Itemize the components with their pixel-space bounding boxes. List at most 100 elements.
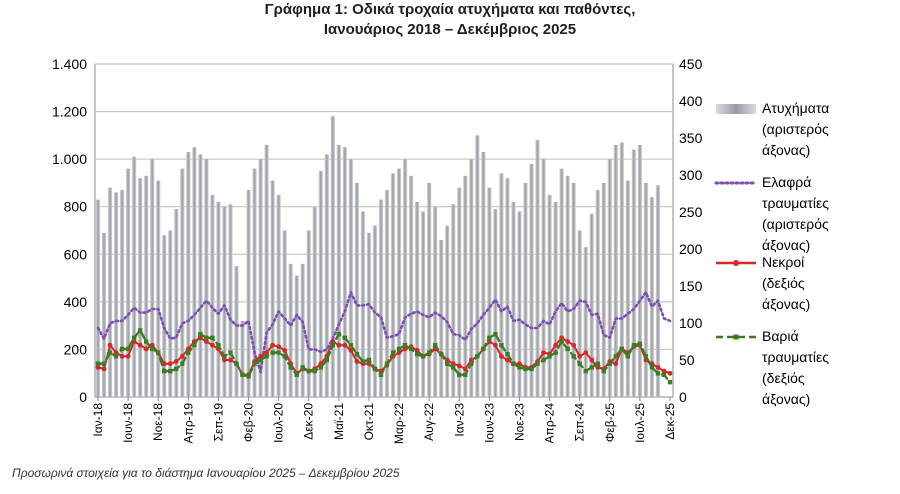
legend-label: (αριστερός: [762, 121, 829, 137]
bar-accidents: [420, 211, 426, 397]
point-serious-injuries: [541, 357, 546, 363]
x-axis-tick-label: Νοε-18: [151, 403, 165, 441]
point-deaths: [119, 353, 125, 359]
point-serious-injuries: [252, 361, 257, 366]
point-deaths: [264, 350, 269, 355]
bar-accidents: [408, 175, 414, 397]
bar-accidents: [186, 152, 191, 397]
bar-accidents: [210, 194, 215, 397]
point-serious-injuries: [306, 368, 311, 374]
bar-accidents: [300, 263, 305, 397]
bar-accidents: [384, 190, 390, 397]
point-deaths: [258, 353, 263, 359]
point-deaths: [577, 353, 583, 359]
bar-accidents: [366, 232, 372, 397]
left-axis-tick-label: 1.200: [52, 104, 87, 120]
bar-accidents: [270, 180, 275, 397]
legend-label: (δεξιός: [762, 275, 805, 291]
legend-swatch-accidents: [716, 104, 756, 114]
bar-accidents: [137, 178, 143, 397]
point-serious-injuries: [222, 354, 227, 359]
bar-accidents: [426, 182, 432, 397]
point-serious-injuries: [511, 361, 516, 366]
bar-accidents: [541, 159, 546, 397]
point-serious-injuries: [228, 350, 233, 355]
x-axis-tick-label: Μαϊ-21: [332, 403, 346, 440]
bar-accidents: [294, 275, 299, 397]
bar-accidents: [198, 154, 203, 397]
bar-accidents: [288, 263, 293, 397]
point-serious-injuries: [390, 350, 396, 355]
legend-label: άξονας): [762, 142, 810, 158]
bar-accidents: [222, 206, 227, 397]
point-serious-injuries: [493, 331, 498, 337]
bar-accidents: [655, 185, 661, 397]
point-serious-injuries: [192, 343, 197, 348]
bar-accidents: [113, 192, 119, 397]
point-deaths: [583, 350, 589, 355]
right-axis-tick-label: 150: [679, 278, 703, 294]
point-serious-injuries: [559, 339, 564, 344]
point-serious-injuries: [619, 346, 625, 352]
x-axis-tick-label: Απρ-24: [543, 403, 557, 444]
x-axis-tick-label: Αυγ-22: [422, 403, 436, 441]
point-serious-injuries: [216, 343, 221, 348]
right-axis-tick-label: 300: [679, 167, 703, 183]
point-serious-injuries: [119, 346, 125, 352]
x-axis-tick-label: Φεβ-20: [242, 403, 256, 442]
point-serious-injuries: [143, 339, 149, 344]
x-axis-tick-label: Δεκ-25: [663, 403, 677, 440]
point-deaths: [571, 342, 577, 348]
point-deaths: [101, 366, 107, 372]
legend-label: άξονας): [762, 391, 810, 407]
bar-accidents: [240, 320, 245, 397]
point-deaths: [276, 344, 282, 350]
bar-accidents: [282, 230, 287, 397]
left-axis-tick-label: 0: [79, 389, 87, 405]
bar-accidents: [318, 171, 323, 397]
point-serious-injuries: [198, 331, 203, 337]
point-serious-injuries: [372, 366, 378, 372]
legend-label: (δεξιός: [762, 370, 805, 386]
bar-accidents: [535, 140, 540, 397]
point-deaths: [655, 365, 661, 370]
point-serious-injuries: [168, 368, 173, 374]
point-serious-injuries: [402, 343, 408, 348]
bar-accidents: [457, 187, 462, 397]
left-axis-tick-label: 1.000: [52, 151, 87, 167]
line-light-injuries: [96, 290, 672, 374]
point-deaths: [589, 357, 595, 363]
right-axis-tick-label: 100: [679, 315, 703, 331]
bar-accidents: [445, 225, 450, 397]
point-deaths: [450, 361, 456, 367]
point-serious-injuries: [137, 328, 143, 333]
point-serious-injuries: [125, 346, 131, 352]
point-serious-injuries: [186, 350, 191, 355]
point-serious-injuries: [432, 343, 438, 348]
bar-accidents: [378, 199, 384, 397]
right-axis-tick-label: 250: [679, 204, 703, 220]
point-serious-injuries: [282, 354, 287, 359]
bar-accidents: [264, 144, 269, 397]
bar-accidents: [228, 204, 233, 397]
point-serious-injuries: [354, 351, 360, 357]
point-deaths: [559, 335, 565, 341]
point-serious-injuries: [529, 366, 534, 372]
bar-accidents: [613, 144, 618, 397]
point-deaths: [541, 350, 546, 355]
point-serious-injuries: [601, 368, 606, 374]
x-axis-tick-label: Ιουλ-20: [272, 403, 286, 443]
point-deaths: [95, 365, 101, 370]
bar-accidents: [252, 168, 257, 397]
bar-accidents: [601, 182, 606, 397]
point-deaths: [137, 342, 143, 348]
bar-accidents: [330, 116, 335, 397]
bar-accidents: [565, 175, 570, 397]
point-deaths: [492, 342, 498, 348]
x-axis-tick-label: Απρ-19: [181, 403, 195, 444]
x-axis-tick-label: Ιαν-18: [91, 403, 105, 437]
bar-accidents: [306, 230, 311, 397]
bar-accidents: [396, 168, 402, 397]
bar-accidents: [348, 159, 354, 397]
